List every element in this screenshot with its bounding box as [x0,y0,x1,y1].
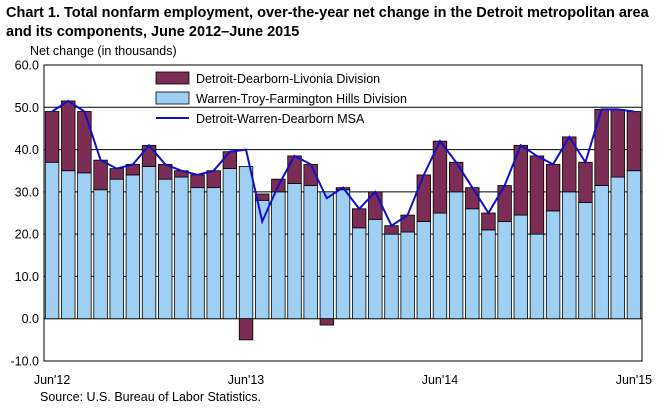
msa-line [51,99,635,228]
legend-swatch-livonia [155,71,190,85]
bar-livonia [594,109,609,186]
bar-livonia [610,109,625,178]
x-tick-label: Jun'15 [616,373,652,387]
bar-warren [125,174,141,320]
bar-livonia [44,111,60,163]
bar-warren [497,221,512,320]
bar-warren [432,212,448,320]
y-axis-label: Net change (in thousands) [30,44,177,58]
bar-warren [513,214,528,320]
bar-warren [626,170,642,320]
legend-swatch-warren [155,91,190,105]
bar-livonia [319,318,335,326]
bar-warren [400,231,415,320]
bar-livonia [238,318,254,341]
bar-warren [448,191,464,320]
x-tick-label: Jun'13 [228,373,264,387]
bar-livonia [529,155,545,235]
legend-label: Detroit-Dearborn-Livonia Division [196,72,380,86]
bar-warren [335,189,351,320]
bars [44,100,642,341]
bar-warren [578,202,593,320]
bar-warren [77,172,92,320]
bar-warren [109,178,124,320]
bar-warren [594,185,609,320]
bar-warren [190,187,205,320]
bar-livonia [190,174,205,189]
y-tick-label: 40.0 [15,143,39,157]
bar-warren [529,233,545,320]
bar-livonia [545,163,561,212]
legend-label: Warren-Troy-Farmington Hills Division [196,92,407,106]
bar-livonia [77,111,92,174]
bar-livonia [465,187,480,210]
bar-livonia [481,212,496,231]
bar-warren [141,166,157,320]
bar-warren [465,208,480,320]
axes: 60.0 50.0 40.0 30.0 20.0 10.0 0.0 -10.0 Jun'12 Ju… [11,59,653,388]
bar-livonia [578,161,593,203]
bar-livonia [109,168,124,180]
legend-label: Detroit-Warren-Dearborn MSA [196,112,365,126]
y-tick-label: 20.0 [15,228,39,242]
bar-livonia [206,170,221,189]
bar-warren [158,178,173,320]
y-tick-label: 50.0 [15,101,39,115]
bar-warren [222,168,238,320]
bar-livonia [497,185,512,222]
bar-livonia [255,193,270,201]
bar-livonia [141,144,157,167]
bar-warren [174,176,189,320]
chart-title: Chart 1. Total nonfarm employment, over-… [6,5,649,40]
bar-livonia [351,208,367,229]
y-tick-label: 30.0 [15,185,39,199]
bar-livonia [61,100,76,172]
x-tick-label: Jun'14 [422,373,458,387]
bar-warren [351,227,367,320]
y-tick-label: 0.0 [22,312,39,326]
bar-livonia [93,159,108,191]
y-tick-label: 60.0 [15,59,39,73]
bar-warren [61,170,76,320]
bar-warren [384,233,399,320]
legend: Detroit-Dearborn-Livonia Division Warren-… [155,71,407,126]
bar-warren [303,185,318,320]
bar-warren [368,218,383,320]
msa-line-group [51,99,635,228]
bar-warren [562,191,577,320]
bar-livonia [287,155,302,184]
bar-warren [287,182,302,320]
bar-warren [416,221,431,320]
y-tick-label: -10.0 [11,355,40,369]
bar-warren [238,166,254,320]
bar-livonia [222,151,238,170]
bar-livonia [384,225,399,235]
bar-livonia [416,174,431,222]
bar-livonia [448,161,464,193]
bar-warren [206,187,221,320]
bar-warren [545,210,561,320]
plot-frame [43,64,643,362]
bar-warren [93,189,108,320]
bar-warren [481,229,496,320]
x-tick-label: Jun'12 [34,373,70,387]
bar-warren [44,161,60,320]
y-tick-label: 10.0 [15,270,39,284]
bar-warren [271,191,286,320]
bar-warren [610,176,625,320]
bar-livonia [626,111,642,172]
bar-warren [319,191,335,320]
source-note: Source: U.S. Bureau of Labor Statistics. [40,390,261,404]
